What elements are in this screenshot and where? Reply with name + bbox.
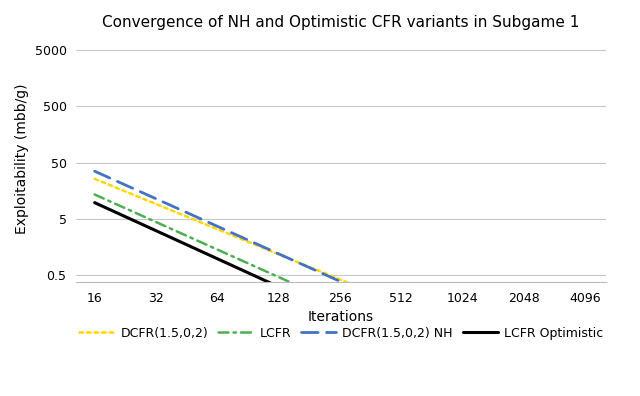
LCFR (520, 385, 527, 389)
X-axis label: Iterations: Iterations (308, 310, 374, 324)
Title: Convergence of NH and Optimistic CFR variants in Subgame 1: Convergence of NH and Optimistic CFR var… (102, 15, 580, 30)
Legend: DCFR(1.5,0,2), LCFR, DCFR(1.5,0,2) NH, LCFR Optimistic: DCFR(1.5,0,2), LCFR, DCFR(1.5,0,2) NH, L… (74, 322, 608, 345)
DCFR(1.5,0,2) NH (275, 251, 282, 256)
DCFR(1.5,0,2) NH (458, 334, 466, 339)
DCFR(1.5,0,2) (152, 202, 160, 206)
DCFR(1.5,0,2) (213, 227, 221, 232)
LCFR Optimistic (213, 256, 221, 261)
LCFR (152, 220, 160, 225)
Line: DCFR(1.5,0,2): DCFR(1.5,0,2) (95, 179, 585, 380)
DCFR(1.5,0,2) (520, 352, 527, 357)
Line: LCFR: LCFR (95, 194, 585, 396)
DCFR(1.5,0,2) NH (152, 196, 160, 201)
DCFR(1.5,0,2) NH (397, 307, 405, 311)
LCFR Optimistic (152, 228, 160, 233)
DCFR(1.5,0,2) (336, 277, 344, 282)
DCFR(1.5,0,2) (91, 177, 99, 181)
DCFR(1.5,0,2) NH (336, 279, 344, 284)
Y-axis label: Exploitability (mbb/g): Exploitability (mbb/g) (15, 84, 29, 234)
LCFR (458, 357, 466, 362)
LCFR (275, 274, 282, 279)
LCFR Optimistic (397, 340, 405, 345)
DCFR(1.5,0,2) (397, 302, 405, 307)
DCFR(1.5,0,2) NH (581, 389, 589, 394)
LCFR Optimistic (336, 312, 344, 317)
Line: LCFR Optimistic: LCFR Optimistic (95, 203, 585, 396)
LCFR (213, 247, 221, 252)
DCFR(1.5,0,2) (275, 252, 282, 257)
LCFR Optimistic (275, 284, 282, 289)
LCFR Optimistic (91, 200, 99, 205)
LCFR (336, 302, 344, 307)
LCFR (91, 192, 99, 197)
DCFR(1.5,0,2) NH (91, 169, 99, 173)
DCFR(1.5,0,2) NH (213, 224, 221, 228)
LCFR (397, 329, 405, 334)
DCFR(1.5,0,2) (581, 377, 589, 382)
DCFR(1.5,0,2) NH (520, 362, 527, 366)
DCFR(1.5,0,2) (458, 327, 466, 332)
Line: DCFR(1.5,0,2) NH: DCFR(1.5,0,2) NH (95, 171, 585, 391)
LCFR Optimistic (458, 368, 466, 373)
